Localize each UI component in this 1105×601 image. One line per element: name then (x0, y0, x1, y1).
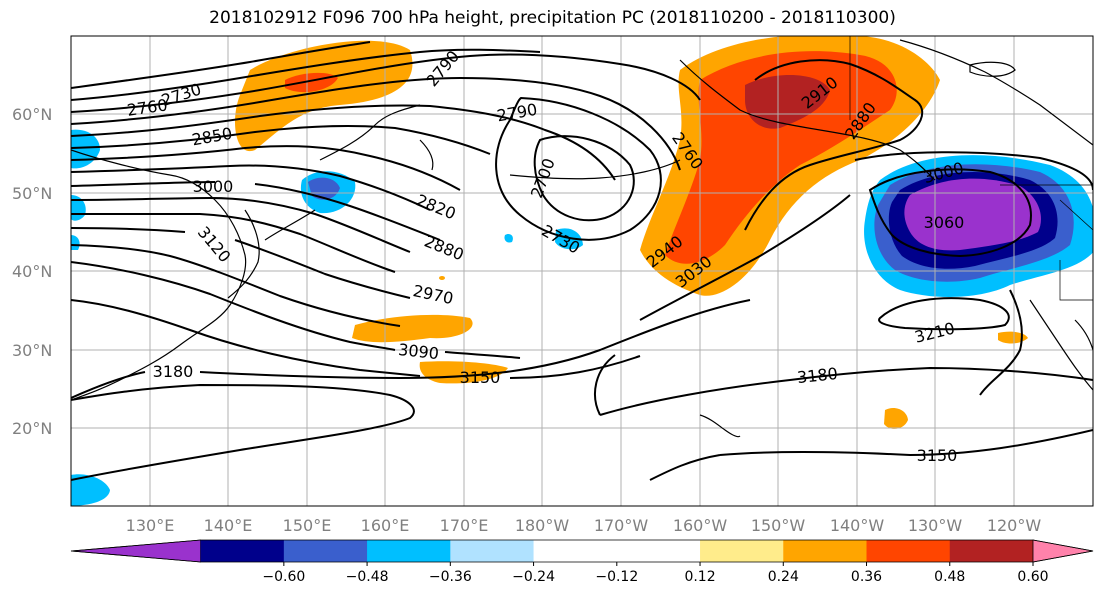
colorbar: −0.60 −0.48 −0.36 −0.24 −0.12 0.12 0.24 0.36 0.4… (70, 539, 1094, 585)
lon-label: 120°W (987, 516, 1042, 535)
colorbar-segment (283, 540, 368, 562)
colorbar-segment (616, 540, 701, 562)
latitude-labels: 60°N 50°N 40°N 30°N 20°N (12, 105, 52, 438)
contour-label: 3150 (917, 446, 958, 465)
colorbar-segment (367, 540, 451, 562)
height-contours (71, 41, 1093, 481)
colorbar-tick-label: −0.48 (346, 569, 389, 585)
lat-label: 60°N (12, 105, 52, 124)
contour-label: 3180 (796, 364, 838, 387)
lon-label: 130°W (908, 516, 963, 535)
colorbar-tick-label: −0.60 (262, 569, 305, 585)
precip-positive-shading (235, 36, 1028, 429)
contour-label: 3150 (460, 368, 501, 387)
lon-label: 170°E (440, 516, 489, 535)
colorbar-tick-label: 0.24 (768, 569, 799, 585)
lon-label: 170°W (594, 516, 649, 535)
lon-label: 140°W (830, 516, 885, 535)
lon-label: 150°E (283, 516, 332, 535)
lat-label: 50°N (12, 184, 52, 203)
colorbar-extend-low (70, 539, 201, 563)
colorbar-segment (866, 540, 951, 562)
colorbar-tick-label: 0.12 (684, 569, 715, 585)
lon-label: 160°E (361, 516, 410, 535)
colorbar-extend-high (1032, 539, 1094, 563)
colorbar-tick-label: −0.12 (595, 569, 638, 585)
colorbar-segment (949, 540, 1034, 562)
colorbar-segment (700, 540, 784, 562)
contour-label: 3090 (397, 340, 439, 363)
map-frame (70, 35, 1094, 507)
lon-label: 150°W (751, 516, 806, 535)
colorbar-tick-label: −0.36 (429, 569, 472, 585)
map-title: 2018102912 F096 700 hPa height, precipit… (209, 8, 896, 28)
colorbar-tick-label: 0.60 (1017, 569, 1048, 585)
lon-label: 160°W (673, 516, 728, 535)
colorbar-segment (783, 540, 868, 562)
lat-label: 40°N (12, 262, 52, 281)
colorbar-segment (450, 540, 535, 562)
contour-label: 3180 (153, 362, 194, 381)
contour-label: 3060 (924, 213, 965, 232)
longitude-labels: 130°E 140°E 150°E 160°E 170°E 180°W 170°… (126, 516, 1042, 535)
colorbar-tick-label: 0.36 (851, 569, 882, 585)
contour-label: 3000 (193, 177, 234, 196)
colorbar-segment (533, 540, 618, 562)
colorbar-outline (70, 539, 1094, 563)
colorbar-tick-label: −0.24 (512, 569, 555, 585)
colorbar-segment (200, 540, 285, 562)
lon-label: 180°W (515, 516, 570, 535)
lon-label: 140°E (204, 516, 253, 535)
lon-label: 130°E (126, 516, 175, 535)
lat-label: 20°N (12, 419, 52, 438)
colorbar-tick-label: 0.48 (934, 569, 965, 585)
lat-label: 30°N (12, 341, 52, 360)
